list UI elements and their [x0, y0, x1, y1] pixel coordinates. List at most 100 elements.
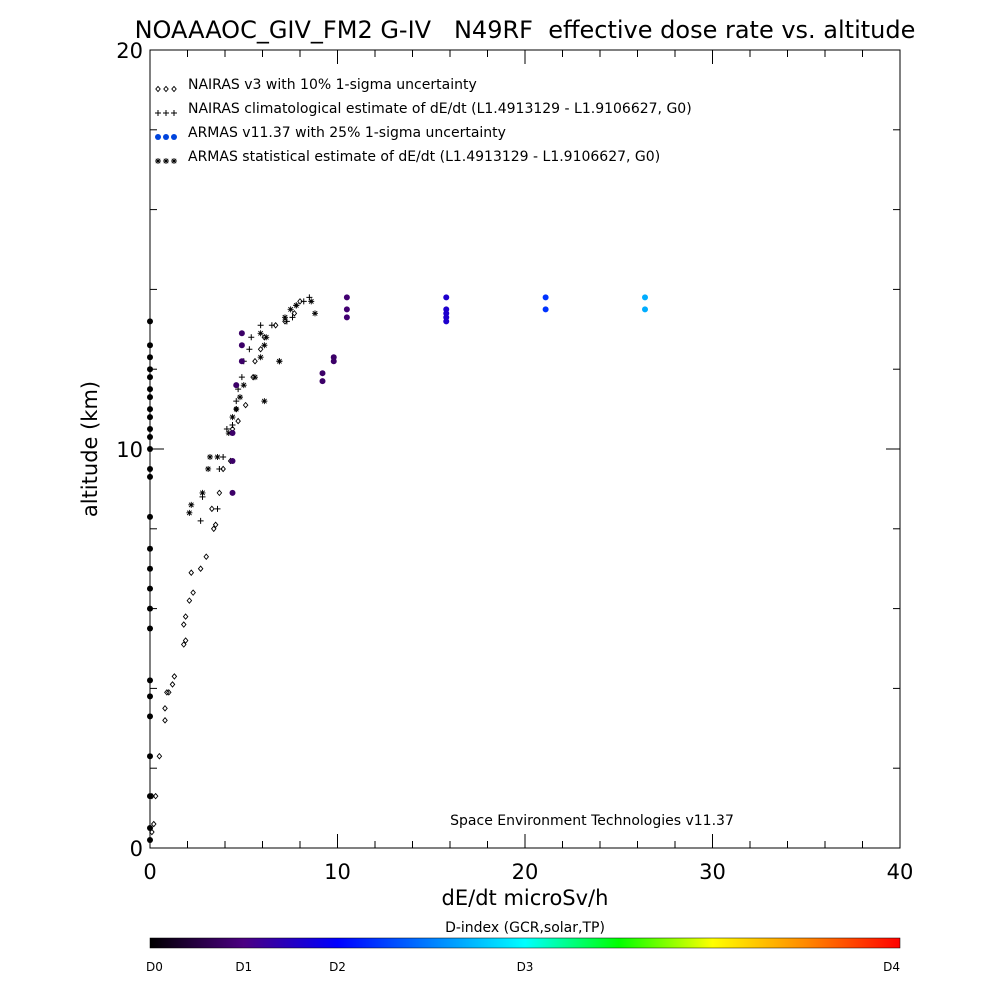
armas-asterisk-point [252, 374, 258, 381]
nairas-plus-point [268, 322, 275, 329]
nairas-diamond-point [182, 613, 189, 620]
armas-dot-point [147, 374, 153, 381]
legend-marker-dot [171, 134, 177, 140]
legend-label: ARMAS v11.37 with 25% 1-sigma uncertaint… [188, 125, 506, 141]
legend-marker-diamond [171, 85, 177, 93]
axis-tick-labels: 0 10 20 30 40 0 10 20 [116, 39, 913, 884]
armas-dot-point [147, 677, 153, 684]
armas-dot-point [343, 306, 350, 313]
armas-asterisk-point [257, 354, 264, 361]
armas-dot-point [147, 713, 153, 720]
colorbar-label: D2 [329, 960, 346, 974]
nairas-diamond-point [220, 465, 226, 473]
armas-dot-point [147, 545, 153, 552]
nairas-diamond-point [182, 637, 189, 644]
nairas-diamond-point [149, 828, 155, 836]
nairas-plus-point [197, 517, 204, 524]
nairas-diamond-point [162, 705, 168, 712]
armas-dot-point [343, 314, 350, 321]
armas-asterisk-point [225, 430, 232, 437]
armas-asterisk-point [237, 394, 243, 401]
nairas-diamond-point [297, 298, 303, 305]
armas-dot-point [147, 386, 153, 393]
armas-asterisk-point [261, 398, 268, 405]
armas-dot-point [147, 825, 153, 832]
armas-asterisk-point [199, 489, 206, 496]
nairas-diamond-point [216, 489, 223, 497]
colorbar-label: D4 [883, 960, 900, 974]
nairas-diamond-point [257, 345, 264, 353]
legend-marker-plus [171, 110, 177, 116]
y-tick-label: 10 [116, 438, 143, 462]
armas-dot-point [542, 306, 549, 313]
y-tick-label: 0 [130, 837, 143, 861]
armas-dot-point [238, 330, 245, 337]
armas-asterisk-point [263, 334, 270, 341]
legend-label: ARMAS statistical estimate of dE/dt (L1.… [188, 149, 660, 165]
legend-marker-asterisk [163, 158, 169, 164]
legend-label: NAIRAS climatological estimate of dE/dt … [188, 101, 692, 117]
nairas-diamond-point [203, 553, 210, 561]
nairas-diamond-point [165, 689, 172, 696]
legend-marker-asterisk [155, 158, 161, 164]
armas-dot-point [147, 406, 153, 413]
armas-dot-point [147, 837, 153, 844]
legend-marker-diamond [155, 85, 161, 93]
nairas-plus-point [289, 314, 296, 321]
armas-dot-point [542, 294, 549, 301]
armas-dot-point [319, 378, 326, 385]
armas-asterisk-point [207, 453, 213, 460]
armas-asterisk-point [214, 453, 221, 460]
armas-dot-point [642, 294, 648, 301]
colorbar-label: D0 [146, 960, 163, 974]
armas-asterisk-point [205, 465, 212, 472]
nairas-diamond-point [197, 565, 204, 572]
nairas-diamond-point [190, 589, 196, 596]
nairas-plus-point [216, 465, 223, 472]
x-axis-label: dE/dt microSv/h [442, 886, 609, 910]
legend-marker-dot [155, 134, 161, 140]
nairas-diamond-point [291, 310, 298, 317]
armas-dot-point [238, 342, 245, 349]
nairas-diamond-point [188, 569, 195, 576]
armas-dot-point [147, 342, 153, 349]
armas-asterisk-point [240, 382, 247, 389]
nairas-diamond-point [210, 525, 217, 533]
nairas-plus-point [248, 334, 255, 341]
nairas-diamond-point [156, 752, 163, 760]
armas-dot-point [147, 473, 153, 480]
chart-title: NOAAAOC_GIV_FM2 G-IV N49RF effective dos… [135, 16, 916, 44]
nairas-plus-point [257, 322, 264, 329]
nairas-diamond-point [186, 597, 193, 604]
armas-dot-point [147, 753, 153, 760]
x-tick-label: 0 [143, 860, 156, 884]
armas-asterisk-point [261, 342, 268, 349]
nairas-diamond-point [242, 401, 249, 409]
armas-asterisk-point [257, 330, 264, 337]
armas-dot-point [147, 793, 153, 800]
nairas-diamond-point [150, 820, 157, 828]
armas-dot-point [147, 605, 153, 612]
legend-marker-diamond [163, 85, 169, 93]
x-tick-label: 20 [512, 860, 539, 884]
armas-asterisk-point [188, 501, 195, 508]
colorbar-label: D3 [517, 960, 534, 974]
armas-dot-point [147, 434, 153, 441]
nairas-diamond-point [169, 681, 176, 688]
armas-dot-point [443, 306, 450, 313]
armas-asterisk-point [233, 406, 240, 413]
armas-asterisk-point [312, 310, 318, 317]
armas-dot-point [330, 354, 337, 361]
armas-dot-point [147, 465, 153, 472]
colorbar-title: D-index (GCR,solar,TP) [445, 920, 605, 936]
nairas-plus-point [246, 346, 253, 353]
nairas-diamond-point [212, 521, 219, 529]
armas-dot-point [238, 358, 245, 365]
armas-dot-point [147, 565, 153, 572]
armas-dot-point [147, 446, 153, 452]
nairas-diamond-point [162, 717, 168, 724]
nairas-diamond-point [180, 621, 187, 628]
legend-label: NAIRAS v3 with 10% 1-sigma uncertainty [188, 77, 477, 93]
nairas-diamond-point [164, 689, 170, 696]
